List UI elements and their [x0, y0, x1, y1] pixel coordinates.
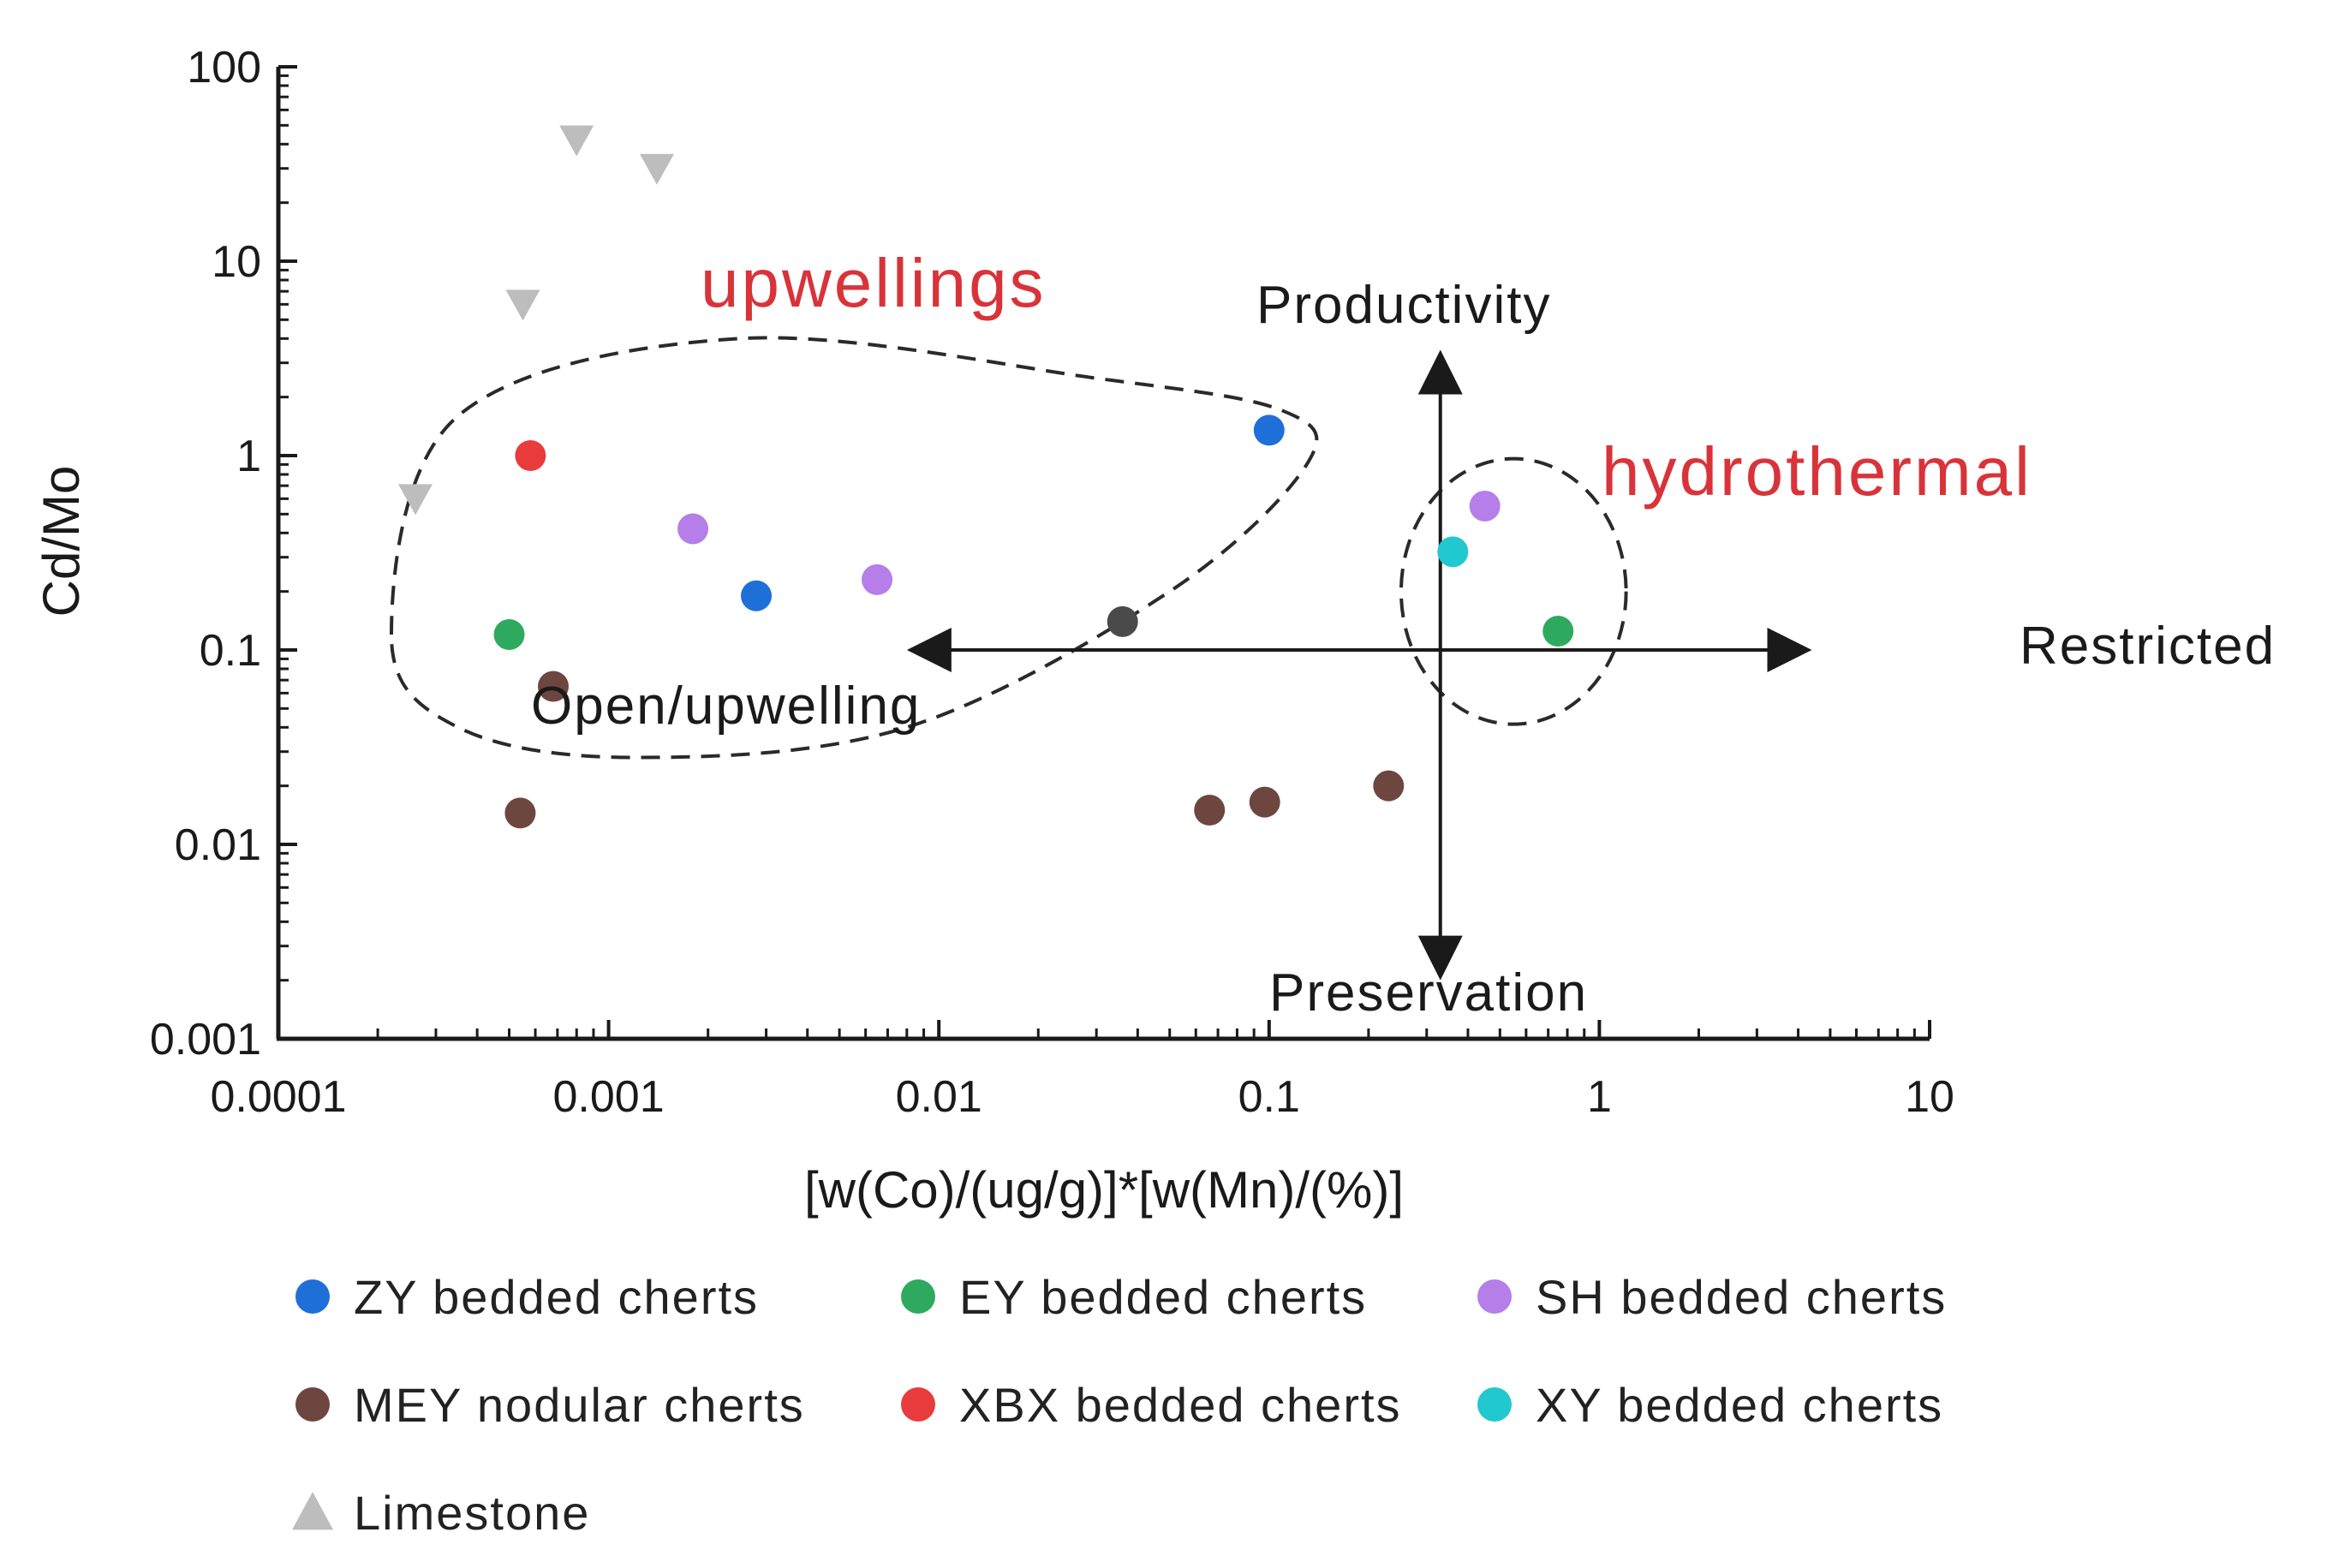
limestone-point: [505, 289, 540, 321]
productivity-label: Productivity: [1256, 276, 1551, 335]
regions: [389, 336, 1628, 760]
upwellings-label: upwellings: [701, 245, 1047, 321]
zy-bedded-cherts-point: [1253, 414, 1285, 446]
tick-labels: 0.0001 0.001 0.01 0.1 1 10 0.001 0.01 0.1 1 10 100: [150, 43, 1954, 1122]
mey-nodular-cherts-point: [1249, 786, 1280, 818]
x-tick-label: 0.001: [553, 1072, 665, 1122]
ey-bedded-cherts-point: [493, 619, 525, 651]
preservation-label: Preservation: [1269, 963, 1588, 1022]
axis-titles: [w(Co)/(ug/g)]*[w(Mn)/(%)] Cd/Mo: [33, 466, 1404, 1219]
x-tick-label: 1: [1587, 1072, 1612, 1122]
x-tick-label: 0.0001: [210, 1072, 346, 1122]
zy-bedded-cherts-point: [741, 580, 773, 611]
y-tick-label: 0.001: [150, 1015, 261, 1064]
x-tick-label: 0.01: [896, 1072, 982, 1122]
y-tick-label: 0.1: [200, 626, 261, 676]
y-tick-label: 10: [212, 237, 261, 287]
legend-item-xbx-bedded-cherts: XBX bedded cherts: [901, 1378, 1402, 1432]
data-points: [398, 125, 1574, 829]
sh-bedded-cherts-point: [1469, 490, 1501, 522]
legend-item-limestone: Limestone: [292, 1486, 590, 1540]
sh-bedded-cherts-point: [677, 513, 709, 545]
hydrothermal-region-outline: [1399, 456, 1628, 726]
sh-bedded-cherts-point: [862, 563, 893, 595]
arrow-head-up: [1417, 349, 1463, 395]
legend-marker: [295, 1387, 330, 1422]
legend-marker: [295, 1279, 330, 1314]
limestone-point: [398, 484, 433, 516]
legend-label: Limestone: [354, 1486, 590, 1540]
legend-marker: [292, 1492, 333, 1530]
upwellings-region-outline: [389, 336, 1319, 760]
xy-bedded-cherts-point: [1437, 536, 1469, 568]
legend-marker: [901, 1279, 935, 1314]
legend-label: ZY bedded cherts: [354, 1270, 759, 1324]
unlabeled-point: [1107, 605, 1138, 637]
axes: [276, 67, 1930, 1041]
legend-label: EY bedded cherts: [959, 1270, 1367, 1324]
mey-nodular-cherts-point: [1194, 795, 1226, 826]
xbx-bedded-cherts-point: [515, 440, 546, 471]
ticks: [277, 65, 1931, 1040]
mey-nodular-cherts-point: [1373, 770, 1405, 802]
mey-nodular-cherts-point: [538, 671, 570, 702]
mey-nodular-cherts-point: [504, 797, 536, 829]
limestone-point: [559, 125, 594, 157]
legend-item-xy-bedded-cherts: XY bedded cherts: [1477, 1378, 1943, 1432]
hydrothermal-label: hydrothermal: [1602, 433, 2032, 510]
legend-item-sh-bedded-cherts: SH bedded cherts: [1477, 1270, 1947, 1324]
y-tick-label: 1: [236, 432, 261, 481]
restricted-label: Restricted: [2020, 617, 2276, 676]
legend-item-zy-bedded-cherts: ZY bedded cherts: [295, 1270, 759, 1324]
legend-label: XBX bedded cherts: [959, 1378, 1402, 1432]
legend-label: XY bedded cherts: [1536, 1378, 1943, 1432]
y-axis-title: Cd/Mo: [33, 466, 90, 617]
ey-bedded-cherts-point: [1542, 616, 1574, 647]
arrows: [906, 349, 1812, 981]
legend-marker: [901, 1387, 935, 1422]
y-tick-label: 0.01: [175, 820, 261, 870]
legend-marker: [1477, 1279, 1512, 1314]
legend-label: MEY nodular cherts: [354, 1378, 805, 1432]
legend-marker: [1477, 1387, 1512, 1422]
x-axis-title: [w(Co)/(ug/g)]*[w(Mn)/(%)]: [804, 1161, 1404, 1219]
arrow-head-left: [906, 628, 952, 672]
legend: ZY bedded cherts EY bedded cherts SH bedde…: [292, 1270, 1947, 1540]
annotations: upwellings hydrothermal Productivity Pre…: [531, 245, 2276, 1022]
limestone-point: [639, 153, 674, 185]
x-tick-label: 10: [1905, 1072, 1954, 1122]
x-tick-label: 0.1: [1238, 1072, 1300, 1122]
arrow-head-down: [1417, 935, 1463, 981]
arrow-head-right: [1767, 628, 1812, 672]
open-upwelling-label: Open/upwelling: [531, 677, 921, 736]
legend-item-ey-bedded-cherts: EY bedded cherts: [901, 1270, 1367, 1324]
y-tick-label: 100: [187, 43, 261, 92]
legend-label: SH bedded cherts: [1536, 1270, 1947, 1324]
legend-item-mey-nodular-cherts: MEY nodular cherts: [295, 1378, 805, 1432]
